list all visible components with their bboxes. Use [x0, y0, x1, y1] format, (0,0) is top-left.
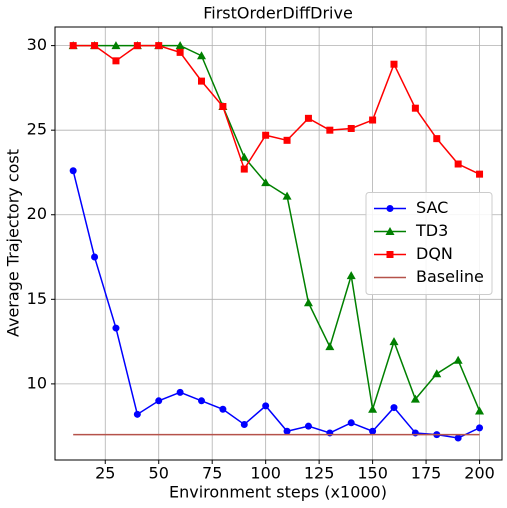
legend: SAC TD3 DQN Baseline — [365, 192, 493, 295]
y-tick-label: 30 — [27, 35, 47, 54]
point — [304, 114, 312, 122]
legend-label: DQN — [416, 244, 453, 263]
legend-label: TD3 — [415, 221, 448, 240]
point — [155, 397, 163, 405]
point — [410, 394, 420, 403]
legend-box — [365, 192, 493, 295]
y-tick-label: 10 — [27, 373, 47, 392]
point — [326, 429, 334, 437]
point — [346, 271, 356, 280]
point — [219, 102, 227, 110]
point — [112, 57, 120, 65]
point — [240, 165, 248, 173]
point — [283, 136, 291, 144]
series-line — [73, 44, 480, 175]
point — [262, 131, 270, 139]
point — [432, 369, 442, 378]
point — [175, 41, 185, 50]
point — [111, 41, 121, 50]
point — [219, 405, 227, 413]
point — [411, 429, 419, 437]
point — [369, 116, 377, 124]
point — [197, 51, 207, 60]
point — [326, 126, 334, 134]
point — [454, 434, 462, 442]
point — [69, 42, 77, 50]
legend-marker — [385, 227, 395, 235]
point — [325, 342, 335, 351]
point — [389, 337, 399, 346]
point — [390, 60, 398, 68]
point — [347, 124, 355, 132]
x-tick-label: 25 — [95, 464, 115, 483]
legend-label: SAC — [416, 198, 448, 217]
x-tick-label: 100 — [250, 464, 281, 483]
point — [304, 422, 312, 430]
point — [262, 402, 270, 410]
x-tick-label: 175 — [411, 464, 442, 483]
x-tick-label: 50 — [149, 464, 169, 483]
point — [347, 419, 355, 427]
point — [390, 404, 398, 412]
legend-marker — [386, 251, 394, 258]
point — [453, 355, 463, 364]
x-axis-label: Environment steps (x1000) — [169, 483, 387, 502]
point — [133, 410, 141, 418]
chart-title: FirstOrderDiffDrive — [203, 4, 353, 23]
point — [476, 170, 484, 178]
point — [91, 253, 99, 261]
point — [176, 48, 184, 56]
point — [69, 167, 77, 175]
point — [303, 298, 313, 307]
y-tick-label: 20 — [27, 204, 47, 223]
plot-frame — [54, 26, 503, 461]
x-tick-label: 125 — [304, 464, 335, 483]
point — [368, 404, 378, 413]
point — [112, 324, 120, 332]
point — [261, 178, 271, 187]
point — [176, 388, 184, 396]
point — [198, 77, 206, 85]
point — [239, 152, 249, 161]
x-tick-label: 75 — [202, 464, 222, 483]
point — [433, 135, 441, 143]
series-line — [72, 170, 480, 439]
point — [133, 42, 141, 50]
point — [240, 420, 248, 428]
point — [198, 397, 206, 405]
point — [454, 160, 462, 168]
point — [282, 191, 292, 200]
point — [476, 424, 484, 432]
point — [155, 42, 163, 50]
point — [91, 42, 99, 50]
legend-label: Baseline — [416, 267, 484, 286]
point — [411, 104, 419, 112]
y-tick-label: 25 — [27, 120, 47, 139]
point — [475, 406, 485, 415]
point — [369, 427, 377, 435]
legend-marker — [386, 205, 394, 212]
x-tick-label: 200 — [464, 464, 495, 483]
y-tick-label: 15 — [27, 289, 47, 308]
x-tick-label: 150 — [357, 464, 388, 483]
y-axis-label: Average Trajectory cost — [4, 149, 23, 337]
point — [283, 427, 291, 435]
